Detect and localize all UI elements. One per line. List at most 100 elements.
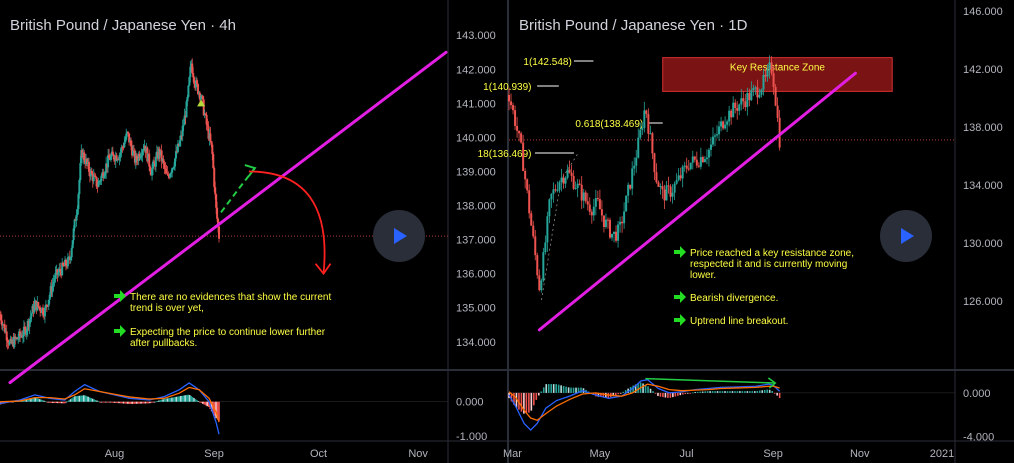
- macd-histogram-bar: [140, 401, 142, 404]
- macd-histogram-bar: [149, 401, 151, 404]
- macd-histogram-bar: [59, 401, 62, 404]
- macd-histogram-bar: [62, 401, 65, 404]
- candle-body: [663, 189, 666, 201]
- candle-body: [596, 198, 599, 200]
- candle-body: [45, 304, 48, 306]
- candle-body: [546, 216, 549, 243]
- macd-histogram-bar: [35, 398, 38, 402]
- candle-body: [103, 175, 106, 178]
- macd-histogram-bar: [530, 392, 533, 411]
- macd-histogram-bar: [555, 384, 557, 393]
- candle-body: [100, 175, 103, 181]
- candle-body: [209, 133, 212, 142]
- macd-histogram-bar: [567, 387, 570, 393]
- macd-histogram-bar: [138, 401, 141, 404]
- indicator-tick-label: 0.000: [963, 388, 991, 400]
- candle-body: [71, 240, 74, 249]
- macd-histogram-bar: [91, 398, 94, 402]
- candle-body: [516, 125, 519, 131]
- macd-histogram-bar: [171, 397, 173, 402]
- macd-histogram-bar: [642, 383, 644, 393]
- candle-body: [181, 125, 184, 137]
- candle-body: [542, 252, 545, 281]
- play-icon[interactable]: [901, 228, 914, 244]
- candle-body: [70, 248, 73, 258]
- candle-body: [570, 172, 573, 177]
- candle-body: [629, 184, 632, 189]
- macd-histogram-bar: [749, 391, 751, 393]
- candle-body: [112, 154, 115, 160]
- macd-histogram-bar: [739, 391, 741, 393]
- macd-histogram-bar: [560, 385, 562, 393]
- macd-histogram-bar: [166, 398, 169, 402]
- candle-body: [697, 165, 700, 167]
- macd-histogram-bar: [612, 392, 615, 397]
- macd-histogram-bar: [40, 399, 42, 402]
- play-icon[interactable]: [394, 228, 407, 244]
- macd-histogram-bar: [106, 401, 109, 403]
- y-tick-label: 134.000: [456, 337, 496, 349]
- candle-body: [79, 163, 82, 181]
- candle-body: [554, 189, 557, 191]
- macd-histogram-bar: [77, 395, 79, 402]
- candle-body: [210, 141, 213, 145]
- macd-histogram-bar: [657, 392, 659, 396]
- candle-body: [169, 174, 172, 178]
- candle-body: [673, 183, 676, 193]
- candle-body: [762, 75, 765, 90]
- candle-body: [621, 221, 624, 224]
- candle-body: [534, 236, 537, 256]
- candle-body: [23, 326, 26, 329]
- macd-histogram-bar: [103, 401, 106, 403]
- candle-body: [619, 221, 622, 225]
- note-text: lower.: [690, 270, 716, 281]
- x-tick-label: Sep: [204, 448, 224, 460]
- candle-body: [138, 153, 141, 159]
- candle-body: [182, 124, 185, 126]
- candle-body: [64, 259, 67, 266]
- macd-histogram-bar: [577, 387, 580, 393]
- macd-histogram-bar: [12, 401, 15, 403]
- forecast-pullback-arrowhead: [244, 164, 257, 177]
- macd-histogram-bar: [162, 399, 164, 402]
- macd-histogram-bar: [768, 389, 771, 393]
- macd-histogram-bar: [72, 397, 75, 402]
- chart-panel-1d: 146.000 142.000 138.000 134.000 130.000 126.0…: [478, 0, 1014, 463]
- candle-body: [625, 195, 628, 212]
- macd-histogram-bar: [87, 396, 89, 402]
- macd-histogram-bar: [694, 391, 697, 393]
- y-tick-label: 136.000: [456, 269, 496, 281]
- candle-body: [62, 262, 65, 266]
- candle-body: [582, 192, 585, 201]
- candle-body: [639, 129, 642, 138]
- note-text: respected it and is currently moving: [690, 259, 847, 270]
- macd-histogram-bar: [94, 399, 97, 402]
- candle-body: [578, 183, 581, 185]
- macd-histogram-bar: [33, 397, 35, 402]
- play-video-button[interactable]: [880, 210, 932, 262]
- macd-histogram-bar: [172, 397, 175, 402]
- candle-body: [600, 209, 603, 216]
- macd-histogram-bar: [600, 392, 602, 398]
- candle-body: [772, 73, 775, 87]
- candle-body: [637, 137, 640, 158]
- macd-histogram-bar: [37, 398, 40, 402]
- candle-body: [631, 168, 634, 189]
- candle-body: [151, 168, 154, 176]
- candle-body: [580, 184, 583, 201]
- candle-body: [615, 231, 618, 241]
- macd-histogram-bar: [734, 391, 736, 393]
- macd-histogram-bar: [542, 387, 545, 393]
- candle-body: [524, 170, 527, 180]
- candle-body: [681, 166, 684, 179]
- macd-histogram-bar: [80, 395, 82, 402]
- candle-body: [617, 224, 620, 241]
- play-video-button[interactable]: [373, 210, 425, 262]
- candle-body: [703, 159, 706, 163]
- macd-histogram-bar: [130, 401, 132, 404]
- macd-histogram-bar: [535, 392, 538, 400]
- candle-body: [604, 219, 607, 227]
- candle-body: [552, 189, 555, 194]
- candle-body: [572, 176, 575, 189]
- macd-histogram-bar: [518, 392, 520, 410]
